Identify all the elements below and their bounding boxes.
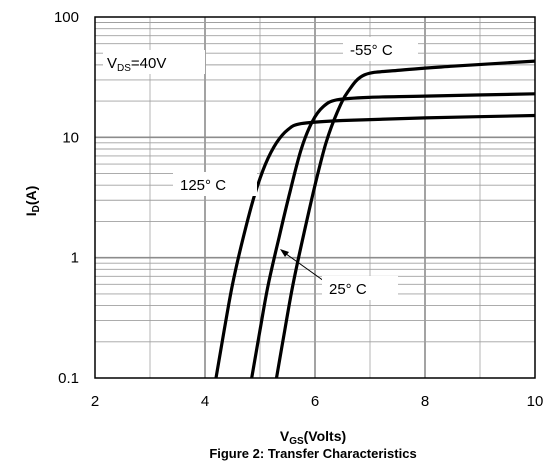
x-tick-labels: 2 4 6 8 10 (91, 393, 544, 410)
vds-annotation: VDS=40V (107, 55, 166, 74)
label-25: 25° C (329, 281, 367, 298)
series-line-neg55c (274, 59, 536, 379)
label-25-arrowhead (280, 249, 289, 257)
x-tick-label: 2 (91, 393, 99, 410)
y-tick-labels: 0.1 1 10 100 (54, 9, 79, 387)
series-line-125c (214, 113, 536, 379)
y-tick-label: 1 (71, 250, 79, 267)
x-tick-label: 4 (201, 393, 209, 410)
y-tick-label: 100 (54, 9, 79, 26)
plot-frame (94, 16, 536, 379)
label-125: 125° C (180, 177, 226, 194)
y-axis-title: ID(A) (23, 186, 42, 217)
label-neg55: -55° C (350, 42, 393, 59)
x-tick-label: 8 (421, 393, 429, 410)
label-25-background (322, 276, 398, 300)
x-axis-title: VGS(Volts) (280, 428, 346, 447)
grid (95, 17, 535, 378)
series-line-25c (250, 92, 536, 379)
x-tick-label: 6 (311, 393, 319, 410)
label-125-background (173, 172, 257, 196)
x-tick-label: 10 (527, 393, 544, 410)
y-tick-label: 0.1 (58, 370, 79, 387)
figure-caption: Figure 2: Transfer Characteristics (209, 446, 416, 461)
label-25-pointer (281, 250, 325, 282)
label-neg55-background (343, 37, 418, 61)
vds-label-background (103, 50, 205, 74)
series-lines (214, 59, 536, 379)
y-tick-label: 10 (62, 129, 79, 146)
